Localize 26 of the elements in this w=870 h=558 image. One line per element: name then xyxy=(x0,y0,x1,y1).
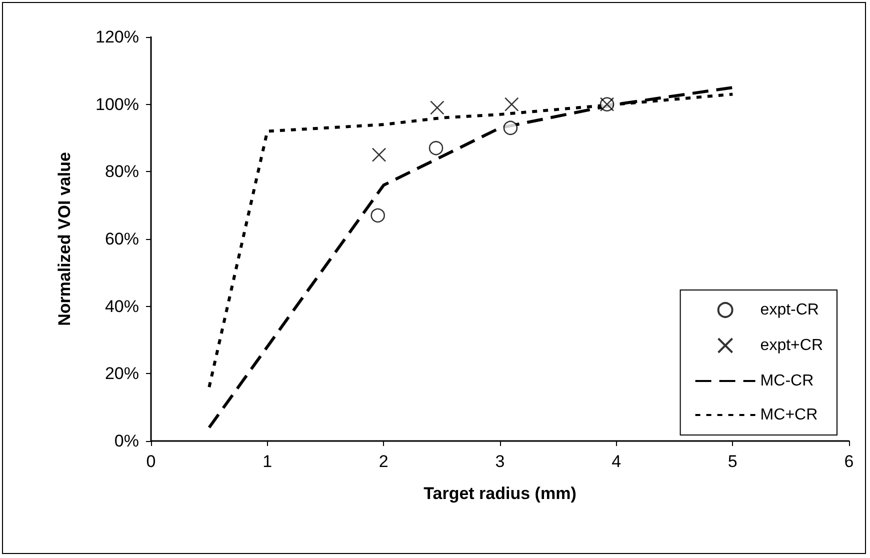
point xyxy=(428,140,444,156)
x-tick-label: 3 xyxy=(495,452,505,471)
point xyxy=(504,97,519,112)
y-tick-label: 60% xyxy=(104,230,139,248)
y-tick-label: 120% xyxy=(96,28,139,46)
y-tick-label: 100% xyxy=(96,94,139,114)
point xyxy=(430,100,444,115)
x-axis-title: Target radius (mm) xyxy=(424,484,576,503)
x-tick-label: 4 xyxy=(612,452,622,471)
point xyxy=(370,208,385,223)
legend-label: expt+CR xyxy=(760,337,824,354)
legend-label: MC+CR xyxy=(760,406,818,424)
y-tick-label: 40% xyxy=(104,296,139,316)
x-tick-label: 2 xyxy=(378,452,388,471)
y-tick-label: 80% xyxy=(104,162,139,182)
y-tick-label: 20% xyxy=(104,364,139,384)
point xyxy=(372,148,386,162)
x-tick-label: 1 xyxy=(262,452,272,471)
x-tick-label: 6 xyxy=(844,452,854,471)
x-tick-label: 5 xyxy=(728,452,738,471)
point xyxy=(503,120,518,136)
legend-label: MC-CR xyxy=(760,372,814,390)
x-tick-label: 0 xyxy=(146,452,156,471)
legend-label: expt-CR xyxy=(760,302,819,318)
y-tick-label: 0% xyxy=(114,432,139,450)
y-axis-title: Normalized VOI value xyxy=(55,152,74,326)
